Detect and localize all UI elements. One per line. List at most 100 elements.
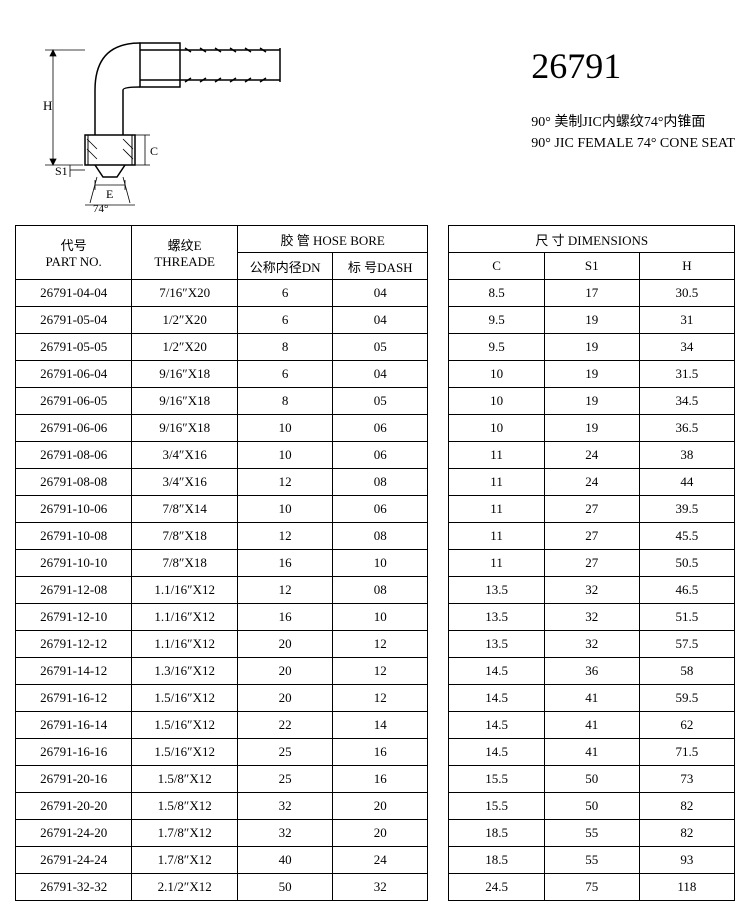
cell-thread: 1.7/8″X12	[132, 847, 238, 874]
cell-c: 24.5	[449, 874, 544, 901]
cell-thread: 1.1/16″X12	[132, 631, 238, 658]
cell-c: 11	[449, 496, 544, 523]
cell-c: 18.5	[449, 847, 544, 874]
cell-dn: 8	[238, 388, 333, 415]
hdr-dim-group: 尺 寸 DIMENSIONS	[449, 226, 735, 253]
hdr-h: H	[639, 253, 734, 280]
cell-dash: 12	[333, 685, 428, 712]
table-row: 26791-12-081.1/16″X12120813.53246.5	[16, 577, 735, 604]
cell-c: 9.5	[449, 307, 544, 334]
table-row: 26791-24-201.7/8″X12322018.55582	[16, 820, 735, 847]
cell-s1: 19	[544, 388, 639, 415]
cell-thread: 1.5/8″X12	[132, 793, 238, 820]
cell-c: 10	[449, 388, 544, 415]
cell-dash: 06	[333, 442, 428, 469]
cell-h: 38	[639, 442, 734, 469]
cell-partno: 26791-05-04	[16, 307, 132, 334]
cell-partno: 26791-04-04	[16, 280, 132, 307]
cell-dash: 08	[333, 523, 428, 550]
cell-dash: 12	[333, 631, 428, 658]
cell-h: 45.5	[639, 523, 734, 550]
cell-partno: 26791-08-06	[16, 442, 132, 469]
table-row: 26791-20-201.5/8″X12322015.55082	[16, 793, 735, 820]
table-row: 26791-08-083/4″X161208112444	[16, 469, 735, 496]
cell-dash: 06	[333, 496, 428, 523]
part-number-heading: 26791	[531, 45, 735, 87]
table-row: 26791-16-121.5/16″X12201214.54159.5	[16, 685, 735, 712]
cell-partno: 26791-10-08	[16, 523, 132, 550]
cell-c: 11	[449, 523, 544, 550]
cell-c: 11	[449, 442, 544, 469]
cell-dash: 16	[333, 766, 428, 793]
cell-partno: 26791-06-05	[16, 388, 132, 415]
cell-h: 93	[639, 847, 734, 874]
cell-s1: 55	[544, 820, 639, 847]
cell-thread: 7/8″X18	[132, 523, 238, 550]
cell-c: 11	[449, 469, 544, 496]
cell-s1: 24	[544, 469, 639, 496]
description-cn: 90° 美制JIC内螺纹74°内锥面	[531, 112, 735, 133]
cell-s1: 41	[544, 712, 639, 739]
cell-dn: 25	[238, 766, 333, 793]
cell-thread: 1.1/16″X12	[132, 604, 238, 631]
cell-dn: 16	[238, 550, 333, 577]
cell-dn: 12	[238, 523, 333, 550]
cell-thread: 1.5/8″X12	[132, 766, 238, 793]
cell-h: 73	[639, 766, 734, 793]
table-row: 26791-05-051/2″X208059.51934	[16, 334, 735, 361]
cell-partno: 26791-05-05	[16, 334, 132, 361]
cell-partno: 26791-24-24	[16, 847, 132, 874]
cell-h: 50.5	[639, 550, 734, 577]
cell-h: 30.5	[639, 280, 734, 307]
table-row: 26791-16-141.5/16″X12221414.54162	[16, 712, 735, 739]
cell-s1: 36	[544, 658, 639, 685]
hdr-hose-group: 胶 管 HOSE BORE	[238, 226, 428, 253]
cell-h: 62	[639, 712, 734, 739]
table-row: 26791-06-059/16″X18805101934.5	[16, 388, 735, 415]
cell-dash: 20	[333, 793, 428, 820]
cell-dn: 16	[238, 604, 333, 631]
cell-partno: 26791-20-16	[16, 766, 132, 793]
cell-dn: 10	[238, 442, 333, 469]
cell-thread: 3/4″X16	[132, 469, 238, 496]
cell-c: 15.5	[449, 766, 544, 793]
cell-s1: 27	[544, 496, 639, 523]
table-row: 26791-06-069/16″X181006101936.5	[16, 415, 735, 442]
cell-thread: 1/2″X20	[132, 307, 238, 334]
cell-s1: 32	[544, 577, 639, 604]
cell-partno: 26791-16-12	[16, 685, 132, 712]
cell-s1: 27	[544, 550, 639, 577]
hdr-dash: 标 号DASH	[333, 253, 428, 280]
hdr-s1: S1	[544, 253, 639, 280]
table-row: 26791-16-161.5/16″X12251614.54171.5	[16, 739, 735, 766]
cell-c: 10	[449, 361, 544, 388]
cell-partno: 26791-24-20	[16, 820, 132, 847]
hdr-c: C	[449, 253, 544, 280]
cell-dash: 20	[333, 820, 428, 847]
cell-s1: 19	[544, 334, 639, 361]
cell-dn: 6	[238, 280, 333, 307]
cell-h: 57.5	[639, 631, 734, 658]
table-row: 26791-12-121.1/16″X12201213.53257.5	[16, 631, 735, 658]
cell-h: 31	[639, 307, 734, 334]
cell-dn: 12	[238, 577, 333, 604]
cell-dn: 50	[238, 874, 333, 901]
cell-partno: 26791-10-06	[16, 496, 132, 523]
cell-dn: 25	[238, 739, 333, 766]
cell-thread: 1.3/16″X12	[132, 658, 238, 685]
table-row: 26791-20-161.5/8″X12251615.55073	[16, 766, 735, 793]
cell-partno: 26791-10-10	[16, 550, 132, 577]
cell-dash: 04	[333, 307, 428, 334]
cell-c: 14.5	[449, 712, 544, 739]
cell-thread: 1.5/16″X12	[132, 712, 238, 739]
cell-s1: 19	[544, 415, 639, 442]
table-row: 26791-08-063/4″X161006112438	[16, 442, 735, 469]
cell-partno: 26791-16-14	[16, 712, 132, 739]
table-row: 26791-04-047/16″X206048.51730.5	[16, 280, 735, 307]
cell-dash: 16	[333, 739, 428, 766]
table-row: 26791-05-041/2″X206049.51931	[16, 307, 735, 334]
table-row: 26791-10-067/8″X141006112739.5	[16, 496, 735, 523]
cell-c: 13.5	[449, 604, 544, 631]
table-row: 26791-12-101.1/16″X12161013.53251.5	[16, 604, 735, 631]
table-row: 26791-32-322.1/2″X12503224.575118	[16, 874, 735, 901]
